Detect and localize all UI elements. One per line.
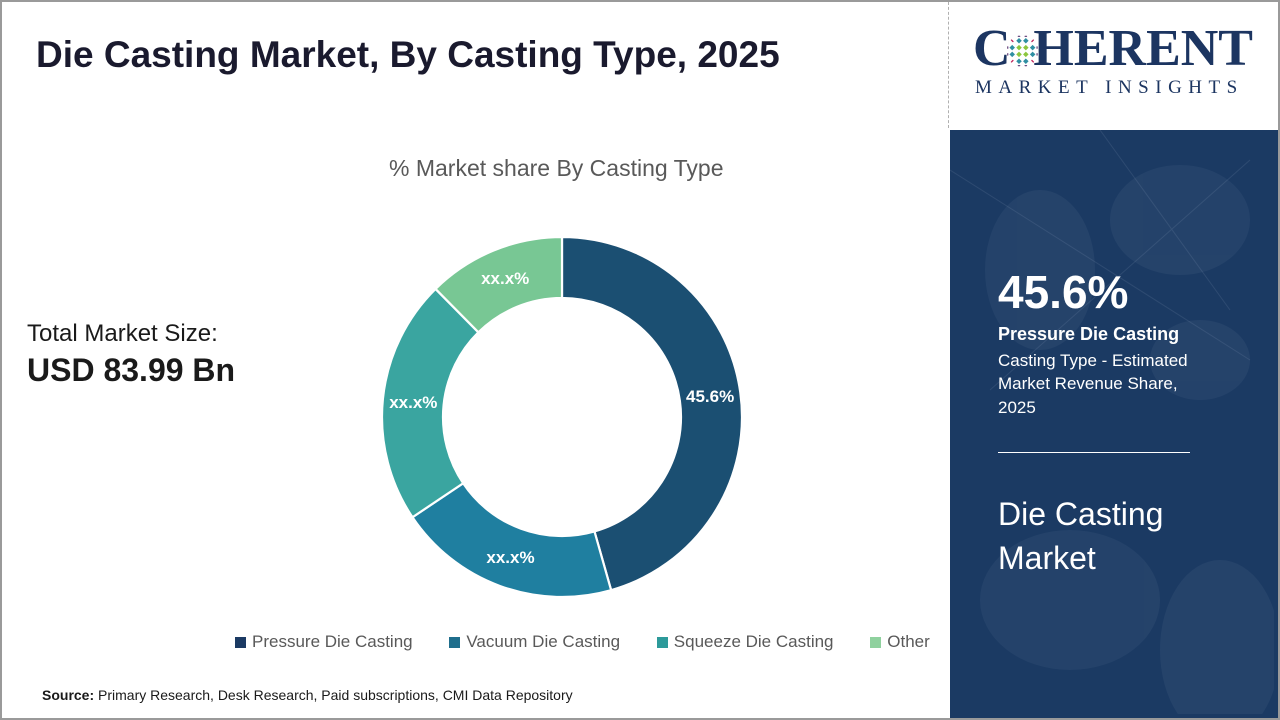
svg-text:xx.x%: xx.x% <box>389 393 437 412</box>
svg-text:45.6%: 45.6% <box>686 387 734 406</box>
svg-text:xx.x%: xx.x% <box>486 548 534 567</box>
svg-text:xx.x%: xx.x% <box>481 269 529 288</box>
